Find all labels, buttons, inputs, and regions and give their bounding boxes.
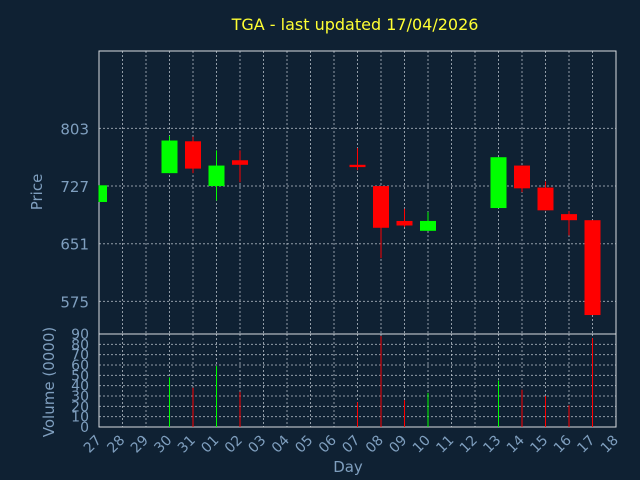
price-tick-label: 727 — [60, 178, 89, 196]
price-tick-labels: 575 651 727 803 — [60, 120, 89, 311]
x-tick-label: 15 — [527, 433, 551, 457]
candles — [98, 135, 601, 316]
volume-bars — [169, 336, 593, 427]
x-tick-label: 31 — [175, 433, 199, 457]
x-tick-label: 28 — [104, 433, 128, 457]
x-tick-label: 02 — [222, 433, 246, 457]
x-tick-label: 16 — [551, 432, 575, 456]
x-tick-label: 13 — [480, 433, 504, 457]
x-tick-label: 12 — [457, 433, 481, 457]
volume-tick-label: 40 — [71, 379, 89, 395]
candle-body — [420, 220, 436, 231]
x-axis-label: Day — [333, 458, 363, 476]
candle-body — [584, 220, 601, 316]
x-tick-label: 29 — [128, 433, 152, 457]
candle-body — [490, 157, 507, 209]
x-tick-label: 14 — [504, 432, 528, 456]
x-tick-label: 06 — [316, 432, 340, 456]
candle-body — [373, 186, 389, 228]
volume-tick-label: 60 — [71, 358, 89, 374]
chart-title: TGA - last updated 17/04/2026 — [231, 15, 479, 34]
x-tick-label: 17 — [574, 433, 598, 457]
x-tick-label: 11 — [433, 433, 457, 457]
volume-tick-label: 10 — [71, 410, 89, 426]
volume-tick-label: 20 — [71, 399, 89, 415]
volume-tick-label: 50 — [71, 368, 89, 384]
x-tick-label: 09 — [386, 433, 410, 457]
volume-tick-label: 70 — [71, 348, 89, 364]
x-tick-labels: 27 28 29 30 31 01 02 03 04 05 06 07 08 09 10 11 12 13 14 15… — [81, 432, 622, 456]
candle-body — [514, 165, 530, 189]
x-tick-label: 30 — [151, 433, 175, 457]
volume-tick-label: 90 — [71, 327, 89, 343]
x-tick-label: 18 — [598, 433, 622, 457]
candle-body — [561, 214, 577, 221]
x-tick-label: 01 — [198, 433, 222, 457]
volume-tick-label: 30 — [71, 389, 89, 405]
x-tick-label: 08 — [363, 433, 387, 457]
x-tick-label: 10 — [410, 433, 434, 457]
candle-body — [161, 140, 178, 174]
candle-body — [185, 141, 201, 169]
x-tick-label: 05 — [292, 433, 316, 457]
price-tick-label: 803 — [60, 120, 89, 138]
x-tick-label: 07 — [339, 433, 363, 457]
candle-body — [99, 185, 107, 202]
volume-tick-label: 80 — [71, 337, 89, 353]
candle-body — [396, 220, 413, 226]
volume-tick-label: 0 — [80, 420, 89, 436]
candle-body — [232, 160, 248, 165]
x-tick-label: 04 — [269, 432, 293, 456]
candle-body — [349, 164, 366, 168]
candle-body — [208, 165, 225, 187]
price-tick-label: 575 — [60, 293, 89, 311]
candle-body — [537, 187, 554, 211]
x-tick-label: 27 — [81, 433, 105, 457]
volume-axis-label: Volume (0000) — [40, 327, 58, 437]
price-tick-label: 651 — [60, 236, 89, 254]
x-tick-label: 03 — [245, 433, 269, 457]
y-axis-label: Price — [28, 174, 46, 211]
